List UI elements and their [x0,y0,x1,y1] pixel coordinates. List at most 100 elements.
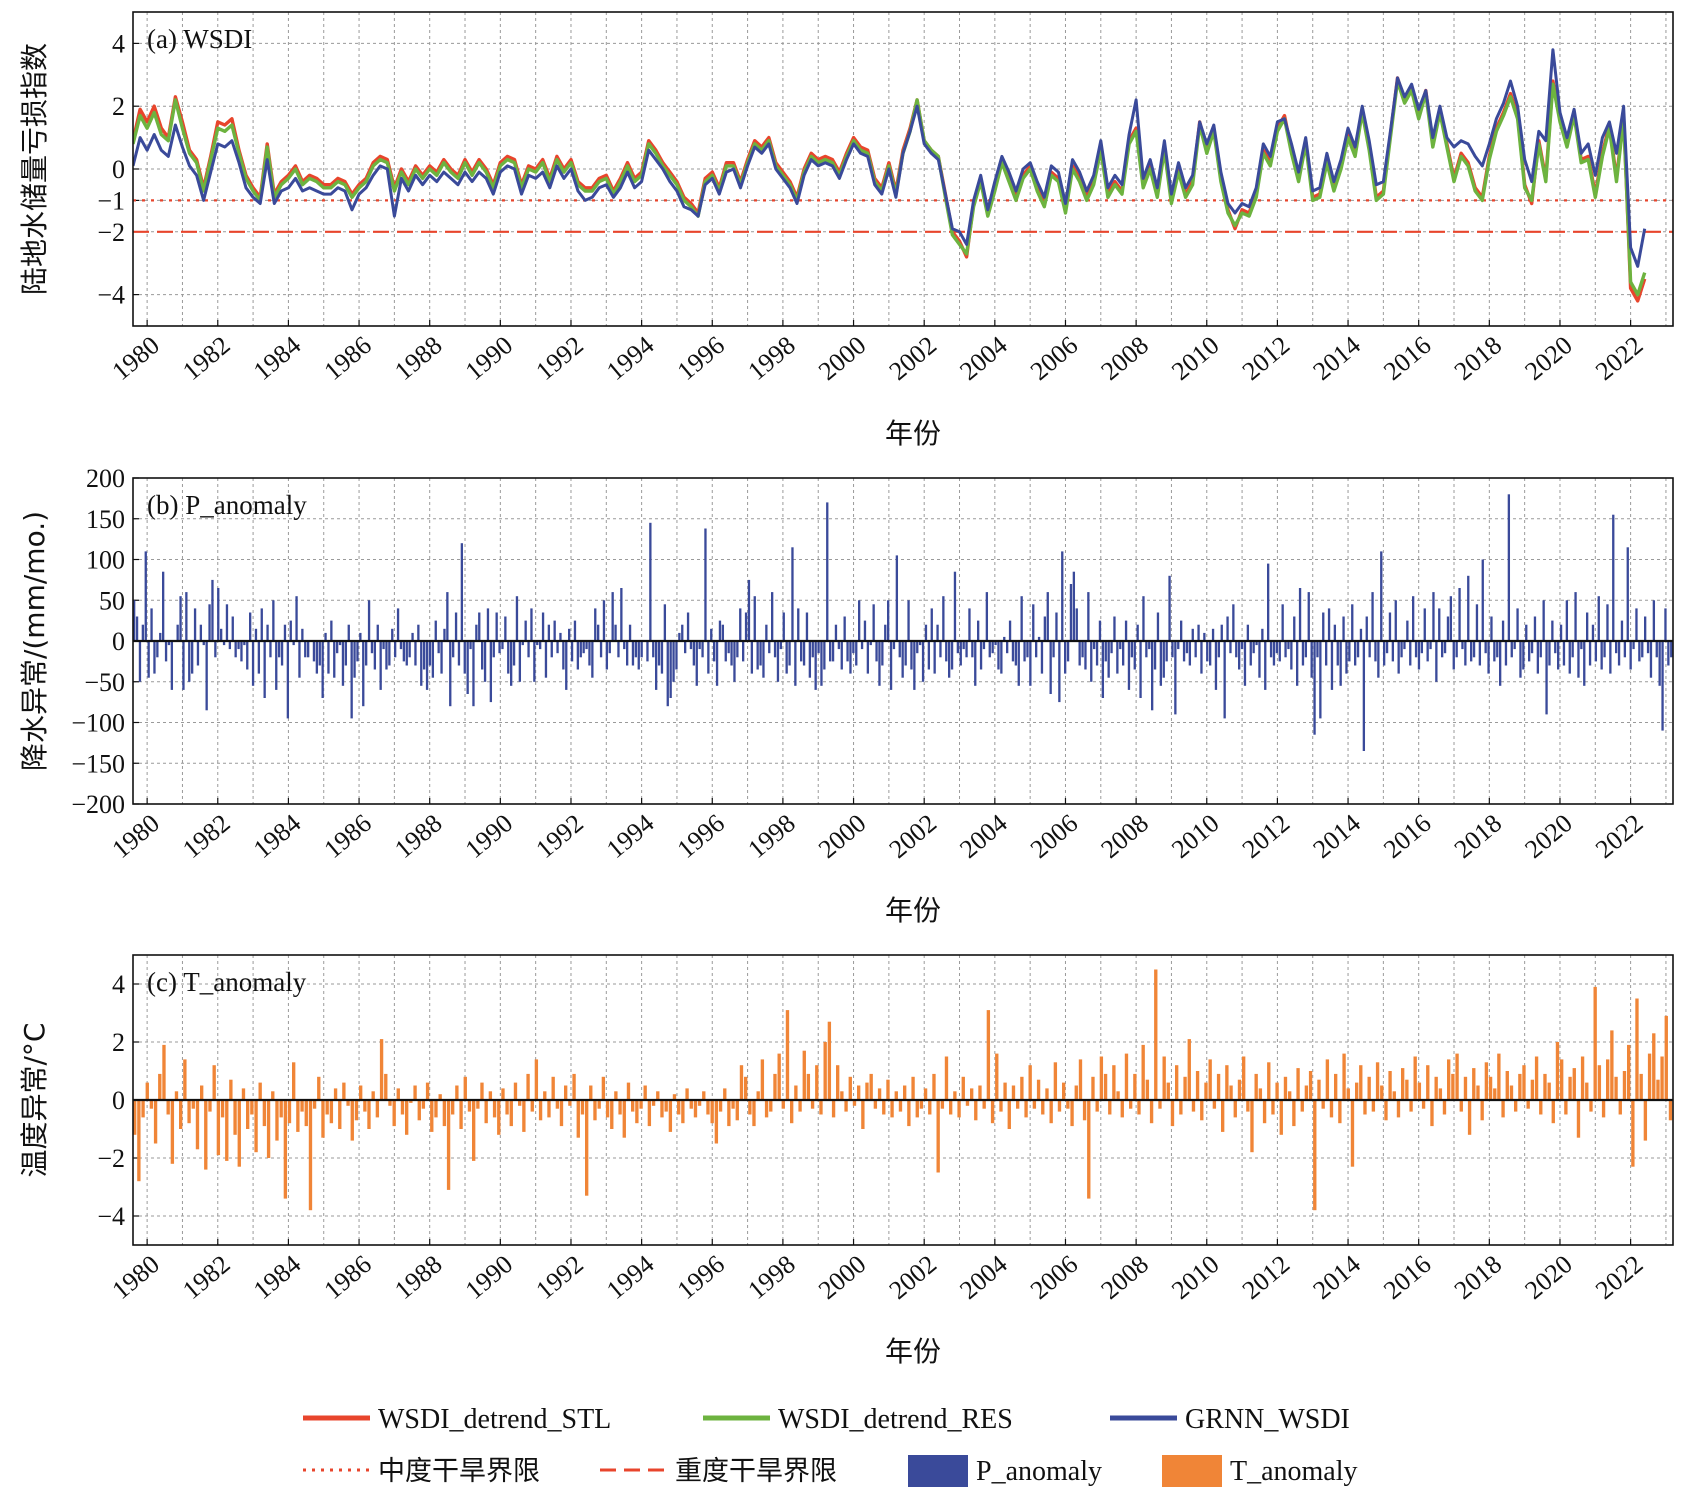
bar [1362,641,1366,751]
bar [940,1100,945,1109]
bar [715,641,719,686]
bar [507,641,510,674]
bar [1061,551,1064,641]
bar [1252,641,1255,654]
bar [768,641,771,654]
bar [1271,1100,1275,1115]
bar [1082,1100,1087,1121]
bar [298,641,301,678]
bar [1629,641,1632,670]
x-tick-label: 2014 [1307,808,1365,864]
bar [1559,624,1563,641]
bar [1136,624,1139,641]
bar [1339,641,1342,686]
bar [492,641,495,658]
bar [472,1100,476,1161]
y-tick-label: 50 [99,586,125,615]
legend-t-label: T_anomaly [1230,1456,1358,1487]
bar [260,608,263,641]
bar [1254,1073,1258,1100]
x-tick-label: 2008 [1096,330,1154,386]
bar [781,1100,785,1109]
bar [237,641,240,650]
bar [1264,641,1267,690]
bar [974,641,977,686]
bar [353,641,356,678]
bar [1668,1100,1673,1121]
bar [1565,600,1569,642]
bar [1528,641,1531,662]
bar [1017,641,1020,686]
bar [756,1091,760,1100]
bar [1664,1015,1668,1100]
bar [1359,628,1363,641]
bar [1293,616,1296,641]
bar [400,1100,405,1115]
y-axis-title: 降水异常/(mm/mo.) [18,511,51,771]
x-tick-label: 2010 [1166,1249,1224,1305]
bar [312,1100,317,1109]
bar [411,632,414,641]
x-tick-label: 2010 [1166,808,1224,864]
bar [1066,641,1070,662]
bar [950,641,954,670]
bar [1383,641,1386,666]
bar [904,641,907,666]
bar [968,608,971,641]
bar [568,1100,572,1106]
bar [1041,1100,1045,1115]
bar [1405,1079,1409,1100]
bar [756,641,759,670]
bar [307,641,310,658]
bar [1091,1076,1095,1100]
bar [686,612,690,641]
bar [1626,547,1629,641]
bar [547,624,551,641]
legend-grnn-label: GRNN_WSDI [1185,1404,1350,1435]
bar [287,1100,292,1124]
bar [1643,1100,1648,1141]
bar [1652,600,1656,642]
bar [848,1076,852,1100]
bar [733,641,736,682]
bar [384,1073,388,1100]
bar [301,628,304,641]
bar [1313,641,1316,735]
bar [852,641,855,654]
bar [1394,600,1397,642]
bar [338,641,342,646]
bar [805,612,809,641]
bar [437,641,440,654]
bar [978,1085,982,1100]
bar [794,1085,798,1100]
bar [1459,1100,1463,1112]
bar [704,528,707,641]
bar [1518,1073,1522,1100]
bar [1367,1076,1371,1100]
bar [1600,641,1603,670]
bar [1024,1100,1028,1118]
bar [1429,641,1432,650]
y-axis-title: 陆地水储量亏损指数 [18,43,51,295]
bar [640,641,643,658]
bar [843,616,846,641]
bar [460,543,464,641]
bar [652,641,655,658]
bar [1484,1062,1489,1100]
bar [910,641,913,670]
bar [1413,1056,1417,1100]
bar [217,588,220,641]
bar [204,1100,208,1170]
bar [463,1076,467,1100]
bar [1609,641,1612,674]
bar [1275,1082,1279,1100]
bar [1179,1100,1183,1115]
bar [1112,1065,1116,1100]
bar [1631,1100,1635,1167]
bar [1249,641,1252,666]
bar [788,641,791,666]
bar [791,547,794,641]
bar [228,641,232,650]
bar [1368,641,1371,658]
bar [913,641,916,690]
